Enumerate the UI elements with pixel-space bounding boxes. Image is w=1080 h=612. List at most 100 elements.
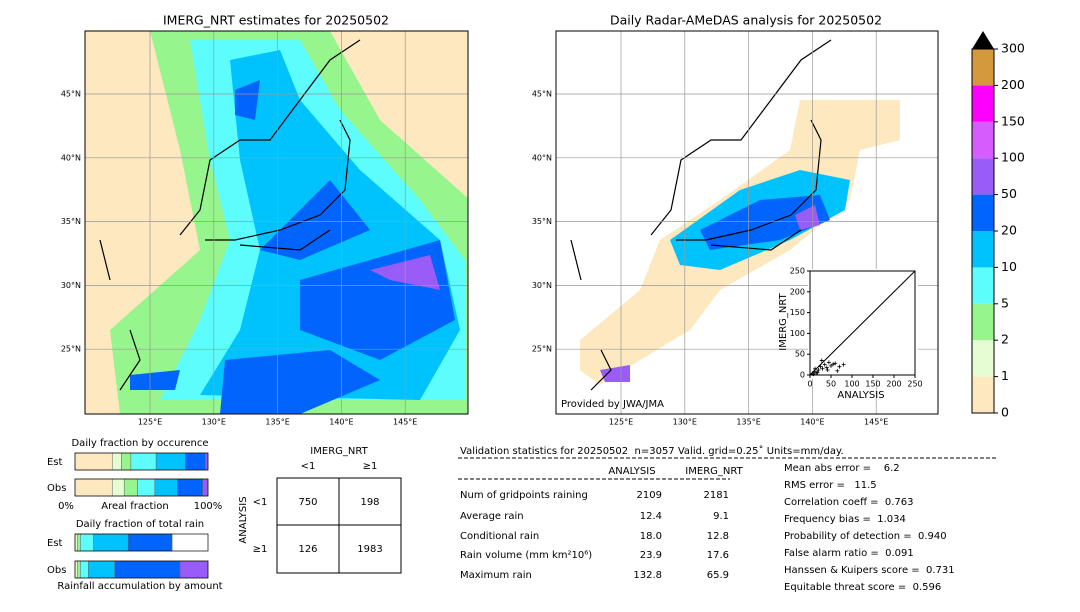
bar-label: Est [47,538,63,549]
rain-area [260,180,370,260]
bar-segment [80,533,94,552]
table-cell: 750 [298,497,317,508]
rain-area [235,80,260,120]
score: Mean abs error = 6.2 [784,463,900,474]
colorbar-label: 100 [1001,150,1025,165]
score: False alarm ratio = 0.091 [784,548,914,559]
point [822,362,827,367]
bar-label: Obs [47,483,66,494]
point [815,370,820,375]
score: RMS error = 11.5 [784,480,877,491]
axis-label: Areal fraction [101,501,168,512]
colorbar-segment [972,340,994,377]
bar-segment [74,533,78,552]
point [833,361,838,366]
map-title: IMERG_NRT estimates for 20250502 [163,13,389,28]
bar-segment [127,533,173,552]
table-row-title: ANALYSIS [238,496,249,543]
point [841,362,846,367]
bar-segment [121,452,132,471]
bar-segment [154,478,178,497]
bar-segment [185,452,206,471]
score: Frequency bias = 1.034 [784,514,906,525]
diagonal [809,270,916,376]
bar-frame [74,560,209,579]
stats-value: 132.8 [633,570,662,581]
colorbar-segment [972,49,994,86]
stats-label: Maximum rain [460,570,532,581]
y-tick-label: 250 [790,267,805,276]
lat-label: 45°N [532,90,552,99]
colorbar-segment [972,267,994,304]
y-tick-label: 0 [800,371,805,380]
x-tick-label: 0 [807,380,812,389]
axis-label: 0% [58,501,74,512]
score: Hanssen & Kuipers score = 0.731 [784,565,955,576]
x-tick-label: 250 [907,380,922,389]
lon-label: 135°E [265,418,289,427]
bar-segment [114,560,181,579]
bar-segment [88,560,116,579]
lon-label: 135°E [736,418,760,427]
colorbar-label: 200 [1001,77,1025,92]
panel-title: Daily fraction of total rain [76,519,204,530]
y-tick-label: 50 [795,350,805,359]
lat-label: 40°N [532,153,552,162]
point [816,368,821,373]
bar-segment [111,478,125,497]
point [811,372,816,377]
lat-label: 30°N [532,281,552,290]
bar-frame [74,478,209,497]
bar-segment [137,478,156,497]
axis-label: 100% [194,501,223,512]
score: Correlation coeff = 0.763 [784,497,914,508]
colorbar-label: 10 [1001,259,1017,274]
map-title: Daily Radar-AMeDAS analysis for 20250502 [610,13,882,28]
lon-label: 125°E [609,418,633,427]
stats-value: 23.9 [640,550,662,561]
map-frame [555,30,939,415]
y-tick-label: 200 [790,287,805,296]
colorbar-segment [972,158,994,195]
point [813,366,818,371]
coastline [570,39,832,391]
colorbar-segment [972,376,994,413]
stats-value: 12.4 [640,511,662,522]
lon-label: 140°E [329,418,353,427]
bar-label: Obs [47,565,66,576]
table-col-label: <1 [301,461,316,472]
lat-label: 25°N [61,345,81,354]
colorbar-label: 50 [1001,186,1017,201]
table-cell: 198 [360,497,379,508]
colorbar-label: 2 [1001,332,1009,347]
bar-segment [205,452,209,471]
colorbar-segment [972,194,994,231]
bar-segment [74,478,113,497]
bar-segment [130,452,157,471]
colorbar-label: 0 [1001,405,1009,420]
score: Probability of detection = 0.940 [784,531,947,542]
lon-label: 145°E [393,418,417,427]
bar-frame [74,452,209,471]
panel-footer: Rainfall accumulation by amount [57,581,222,592]
table-cell: 126 [298,544,317,555]
bar-frame [74,533,209,552]
stats-header: Validation statistics for 20250502 n=305… [460,445,844,457]
stats-value: 12.8 [707,531,729,542]
stats-value: 2109 [637,490,662,501]
lon-label: 140°E [800,418,824,427]
stats-label: Num of gridpoints raining [460,490,588,501]
point [824,365,829,370]
lat-label: 25°N [532,345,552,354]
lon-label: 130°E [673,418,697,427]
point [820,366,825,371]
lat-label: 35°N [61,217,81,226]
point [812,369,817,374]
table-col-title: IMERG_NRT [310,446,368,457]
lat-label: 30°N [61,281,81,290]
y-tick-label: 150 [790,308,805,317]
colorbar-segment [972,85,994,122]
lat-label: 40°N [61,153,81,162]
rain-area [130,370,180,390]
